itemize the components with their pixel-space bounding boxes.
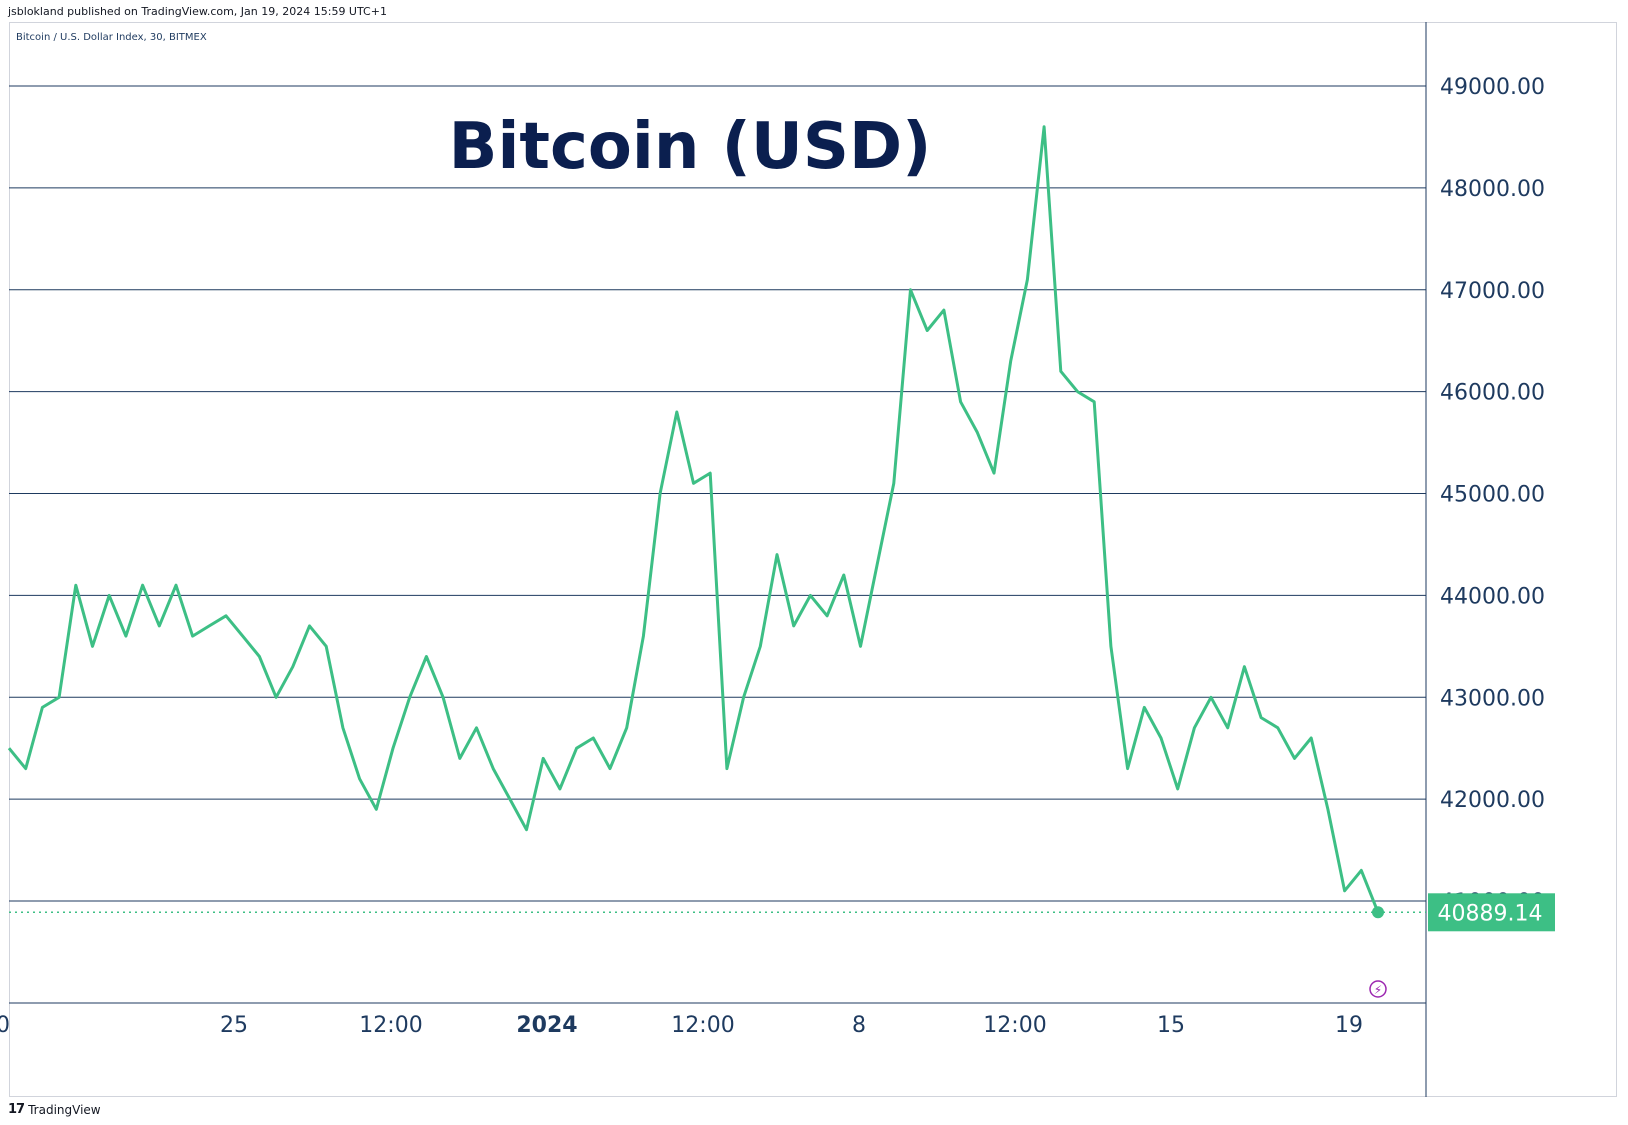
time-axis: 20 25 12:00 2024 12:00 8 12:00 15 19 (0, 1013, 1363, 1038)
last-price-dot (1372, 906, 1384, 919)
svg-text:⚡: ⚡ (1374, 983, 1382, 997)
tradingview-logo-text: TradingView (28, 1102, 101, 1117)
time-tick-label: 12:00 (983, 1013, 1046, 1038)
time-tick-label: 20 (0, 1013, 10, 1038)
time-tick-label: 15 (1157, 1013, 1185, 1038)
price-tick-label: 44000.00 (1440, 584, 1545, 609)
price-axis: 49000.00 48000.00 47000.00 46000.00 45000.00… (1440, 75, 1545, 915)
time-tick-label: 2024 (516, 1013, 577, 1038)
price-tick-label: 49000.00 (1440, 75, 1545, 100)
tradingview-mark-icon: 17 (8, 1102, 25, 1117)
symbol-description[interactable]: Bitcoin / U.S. Dollar Index, 30, BITMEX (16, 32, 207, 43)
price-series-line (7, 125, 1380, 913)
last-price-value: 40889.14 (1438, 901, 1543, 926)
price-tick-label: 47000.00 (1440, 279, 1545, 304)
time-tick-label: 8 (852, 1013, 866, 1038)
price-tick-label: 46000.00 (1440, 381, 1545, 406)
publish-attribution: jsblokland published on TradingView.com,… (8, 5, 387, 18)
time-tick-label: 19 (1335, 1013, 1363, 1038)
last-price-label: 40889.14 (1428, 893, 1555, 932)
time-tick-label: 25 (220, 1013, 248, 1038)
time-tick-label: 12:00 (359, 1013, 422, 1038)
price-tick-label: 45000.00 (1440, 483, 1545, 508)
price-tick-label: 43000.00 (1440, 686, 1545, 711)
price-tick-label: 42000.00 (1440, 788, 1545, 813)
chart-frame (9, 22, 1617, 1097)
grid-lines (9, 85, 1426, 902)
price-tick-label: 48000.00 (1440, 177, 1545, 202)
lightning-icon[interactable]: ⚡ (1369, 980, 1387, 998)
time-tick-label: 12:00 (671, 1013, 734, 1038)
chart-title: Bitcoin (USD) (449, 110, 932, 184)
tradingview-logo[interactable]: 17 TradingView (8, 1102, 101, 1117)
